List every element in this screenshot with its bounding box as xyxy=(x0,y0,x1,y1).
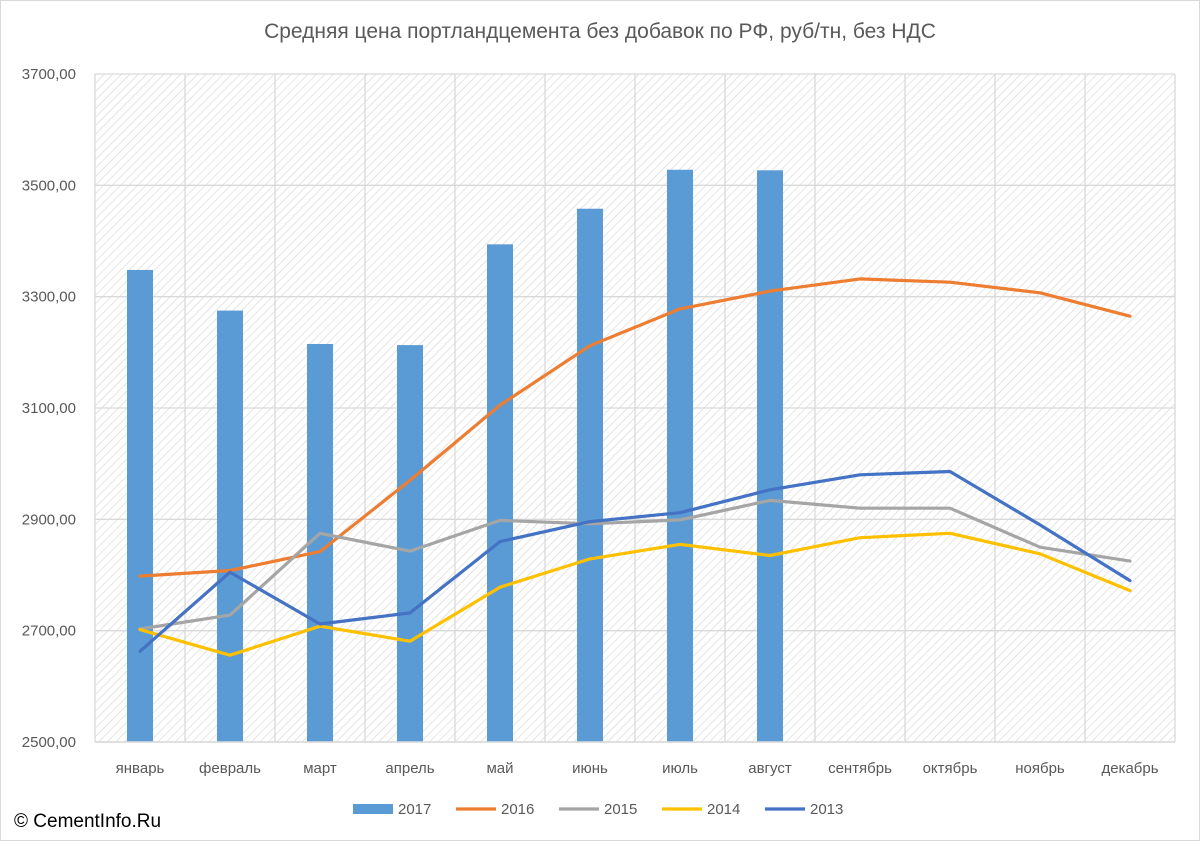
x-tick-label: май xyxy=(486,760,513,777)
x-tick-label: январь xyxy=(116,760,165,777)
line-2013 xyxy=(138,469,1132,653)
x-tick-label: февраль xyxy=(199,760,261,777)
bar-2017-май xyxy=(487,244,513,742)
bar-2017-август xyxy=(757,170,783,742)
legend-label-2016: 2016 xyxy=(501,801,534,818)
y-tick-label: 2700,00 xyxy=(22,623,76,640)
x-tick-label: июль xyxy=(662,760,698,777)
y-tick-label: 3700,00 xyxy=(22,66,76,83)
x-tick-label: июнь xyxy=(572,760,608,777)
gridlines xyxy=(94,73,1176,743)
legend-label-2014: 2014 xyxy=(707,801,740,818)
y-tick-label: 3500,00 xyxy=(22,177,76,194)
x-tick-label: декабрь xyxy=(1101,760,1158,777)
legend-label-2013: 2013 xyxy=(810,801,843,818)
legend-label-2015: 2015 xyxy=(604,801,637,818)
bars-2017 xyxy=(127,169,783,743)
line-2015 xyxy=(138,498,1132,631)
bar-2017-февраль xyxy=(217,310,243,742)
y-axis: 2500,00 2700,00 2900,00 3100,00 3300,00 3500,… xyxy=(22,66,76,751)
line-2016 xyxy=(138,277,1132,578)
y-tick-label: 2900,00 xyxy=(22,511,76,528)
bar-2017-апрель xyxy=(397,345,423,742)
legend-swatch-2017 xyxy=(353,804,393,814)
bar-2017-июль xyxy=(667,169,693,742)
line-2014 xyxy=(138,531,1132,657)
y-tick-label: 3300,00 xyxy=(22,289,76,306)
legend: 2017 2016 2015 2014 2013 xyxy=(353,801,843,818)
bar-2017-июнь xyxy=(577,208,603,743)
x-axis: январь февраль март апрель май июнь июль август… xyxy=(95,741,1175,777)
x-tick-label: апрель xyxy=(385,760,434,777)
x-tick-label: сентябрь xyxy=(828,760,892,777)
x-tick-label: август xyxy=(748,760,792,777)
x-tick-label: ноябрь xyxy=(1015,760,1065,777)
x-tick-label: март xyxy=(303,760,337,777)
legend-label-2017: 2017 xyxy=(398,801,431,818)
line-series xyxy=(138,277,1132,657)
bar-2017-январь xyxy=(127,269,153,742)
chart-title: Средняя цена портландцемента без добавок… xyxy=(264,20,936,43)
y-tick-label: 2500,00 xyxy=(22,734,76,751)
x-tick-label: октябрь xyxy=(923,760,978,777)
y-tick-label: 3100,00 xyxy=(22,400,76,417)
copyright-text: © CementInfo.Ru xyxy=(14,811,162,832)
